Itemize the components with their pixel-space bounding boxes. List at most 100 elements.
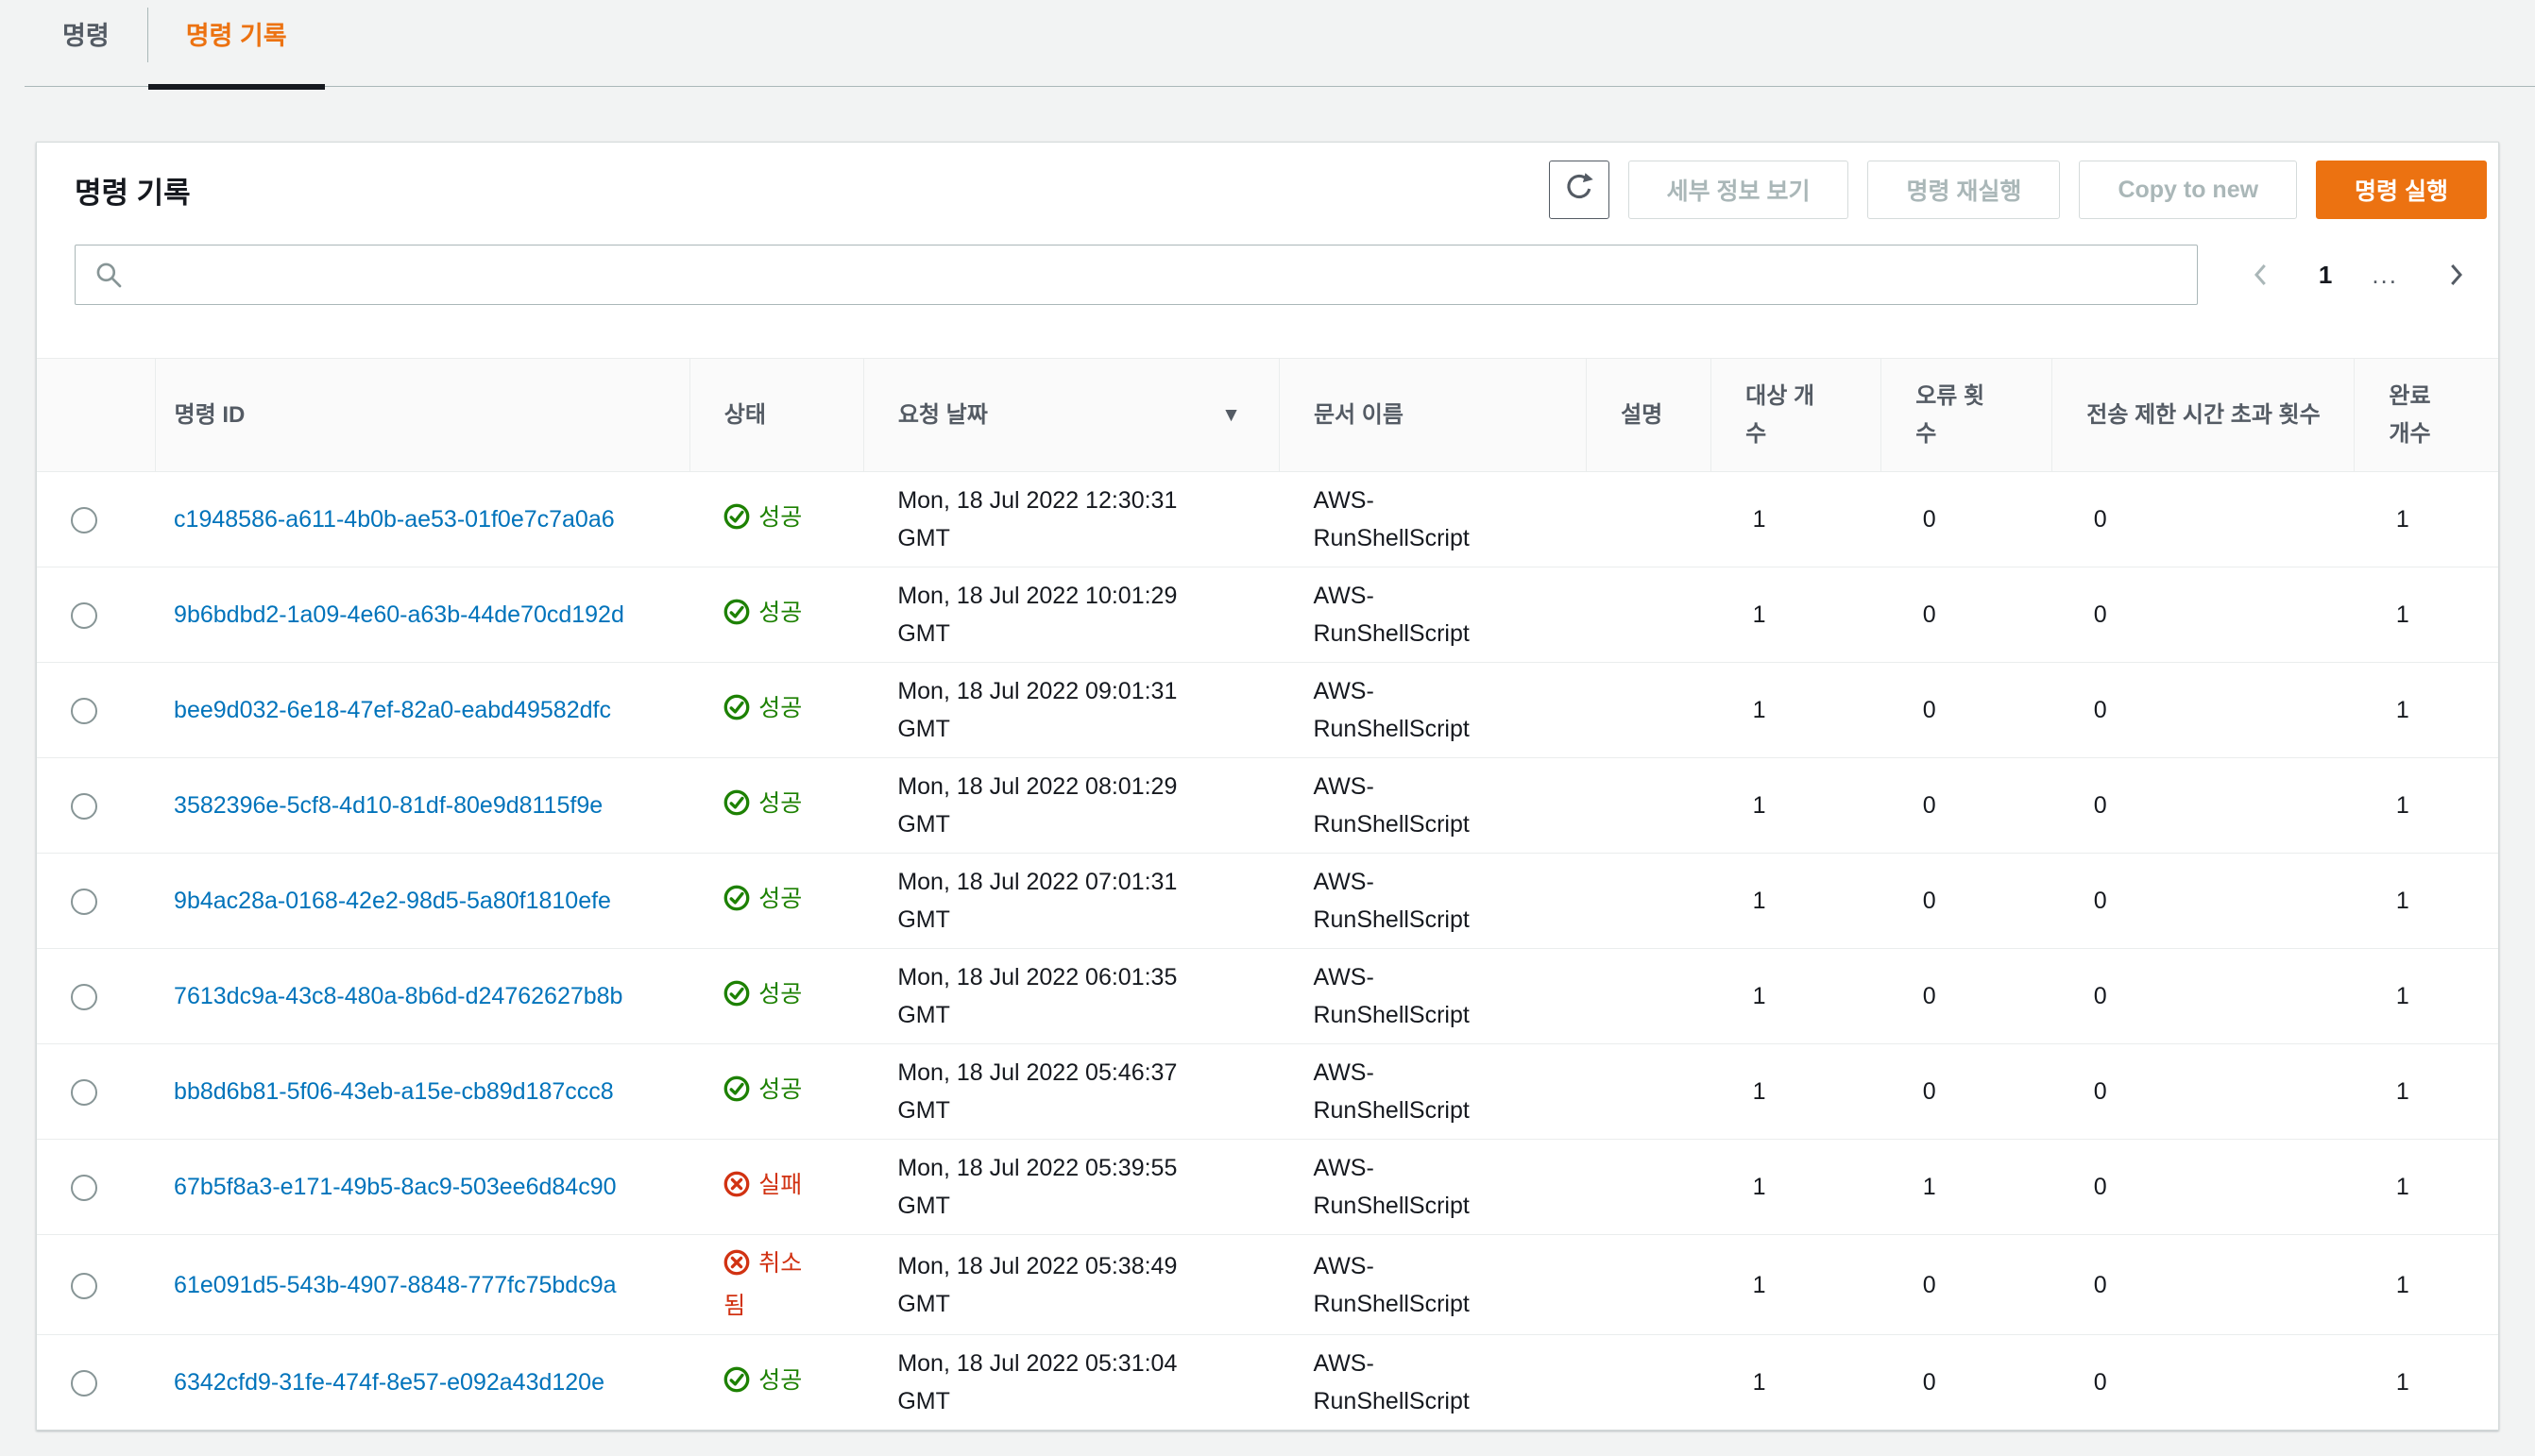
column-header-id[interactable]: 명령 ID	[155, 359, 689, 472]
document-name: AWS-RunShellScript	[1279, 1335, 1586, 1431]
check-circle-icon	[723, 503, 750, 541]
row-radio[interactable]	[71, 1175, 97, 1201]
table-row: 9b6bdbd2-1a09-4e60-a63b-44de70cd192d성공Mo…	[37, 567, 2498, 663]
search-box	[75, 245, 2198, 305]
description	[1587, 1140, 1711, 1235]
column-header-timeouts[interactable]: 전송 제한 시간 초과 횟수	[2052, 359, 2355, 472]
timeout-count: 0	[2052, 1140, 2355, 1235]
column-header-date[interactable]: ▼요청 날짜	[863, 359, 1279, 472]
command-id-link[interactable]: 9b6bdbd2-1a09-4e60-a63b-44de70cd192d	[174, 601, 624, 628]
targets-count: 1	[1711, 1335, 1881, 1431]
table-row: c1948586-a611-4b0b-ae53-01f0e7c7a0a6성공Mo…	[37, 472, 2498, 567]
targets-count: 1	[1711, 663, 1881, 758]
refresh-button[interactable]	[1549, 161, 1609, 219]
tab-commands[interactable]: 명령	[25, 0, 147, 87]
status-label: 성공	[758, 981, 802, 1007]
request-date: Mon, 18 Jul 2022 05:38:49 GMT	[863, 1235, 1279, 1335]
page-title: 명령 기록	[75, 169, 191, 212]
sort-desc-icon[interactable]: ▼	[1221, 397, 1241, 434]
targets-count: 1	[1711, 949, 1881, 1044]
next-page-button[interactable]	[2438, 257, 2474, 293]
row-radio[interactable]	[71, 1273, 97, 1299]
completed-count: 1	[2355, 663, 2498, 758]
completed-count: 1	[2355, 758, 2498, 854]
row-radio[interactable]	[71, 1370, 97, 1397]
column-header-doc[interactable]: 문서 이름	[1279, 359, 1586, 472]
column-header-label: 오류 횟수	[1915, 383, 1984, 447]
request-date: Mon, 18 Jul 2022 05:31:04 GMT	[863, 1335, 1279, 1431]
targets-count: 1	[1711, 1044, 1881, 1140]
column-header-label: 완료 개수	[2389, 383, 2430, 447]
column-header-targets[interactable]: 대상 개수	[1711, 359, 1881, 472]
run-command-button[interactable]: 명령 실행	[2316, 161, 2487, 219]
command-id-link[interactable]: 6342cfd9-31fe-474f-8e57-e092a43d120e	[174, 1369, 604, 1396]
tab-command-history[interactable]: 명령 기록	[148, 0, 325, 87]
column-header-errors[interactable]: 오류 횟수	[1881, 359, 2052, 472]
row-radio[interactable]	[71, 889, 97, 915]
command-history-panel: 명령 기록 세부 정보 보기 명령 재실행 Copy to new 명령 실행	[36, 142, 2499, 1431]
targets-count: 1	[1711, 567, 1881, 663]
table-row: 6342cfd9-31fe-474f-8e57-e092a43d120e 성공 Mo…	[37, 1335, 2498, 1431]
prev-page-button[interactable]	[2243, 257, 2279, 293]
column-header-status[interactable]: 상태	[689, 359, 863, 472]
request-date: Mon, 18 Jul 2022 06:01:35 GMT	[863, 949, 1279, 1044]
current-page[interactable]: 1	[2319, 261, 2332, 290]
command-id-link[interactable]: 7613dc9a-43c8-480a-8b6d-d24762627b8b	[174, 983, 622, 1009]
row-radio[interactable]	[71, 793, 97, 820]
command-id-link[interactable]: 61e091d5-543b-4907-8848-777fc75bdc9a	[174, 1272, 616, 1298]
table-row: 61e091d5-543b-4907-8848-777fc75bdc9a 취소됨M…	[37, 1235, 2498, 1335]
column-header-completed[interactable]: 완료 개수	[2355, 359, 2498, 472]
error-count: 0	[1881, 567, 2052, 663]
command-id-link[interactable]: 9b4ac28a-0168-42e2-98d5-5a80f1810efe	[174, 888, 611, 914]
document-name: AWS-RunShellScript	[1279, 567, 1586, 663]
error-count: 0	[1881, 1044, 2052, 1140]
command-id-link[interactable]: 67b5f8a3-e171-49b5-8ac9-503ee6d84c90	[174, 1174, 616, 1200]
row-radio[interactable]	[71, 602, 97, 629]
table-row: bb8d6b81-5f06-43eb-a15e-cb89d187ccc8성공Mo…	[37, 1044, 2498, 1140]
column-header-label: 문서 이름	[1314, 402, 1404, 428]
row-radio[interactable]	[71, 507, 97, 533]
document-name: AWS-RunShellScript	[1279, 1235, 1586, 1335]
error-count: 0	[1881, 758, 2052, 854]
error-count: 0	[1881, 472, 2052, 567]
document-name: AWS-RunShellScript	[1279, 949, 1586, 1044]
error-count: 1	[1881, 1140, 2052, 1235]
status-badge: 성공	[689, 854, 863, 949]
search-input[interactable]	[75, 245, 2198, 305]
view-details-button[interactable]: 세부 정보 보기	[1628, 161, 1849, 219]
command-id-link[interactable]: bee9d032-6e18-47ef-82a0-eabd49582dfc	[174, 697, 611, 723]
check-circle-icon	[723, 885, 750, 923]
status-label: 성공	[758, 1367, 802, 1394]
copy-to-new-button[interactable]: Copy to new	[2079, 161, 2297, 219]
rerun-command-button[interactable]: 명령 재실행	[1867, 161, 2060, 219]
check-circle-icon	[723, 980, 750, 1018]
status-badge: 취소됨	[689, 1235, 863, 1335]
description	[1587, 1044, 1711, 1140]
request-date: Mon, 18 Jul 2022 08:01:29 GMT	[863, 758, 1279, 854]
row-radio[interactable]	[71, 1079, 97, 1106]
column-header-label: 설명	[1621, 402, 1662, 428]
description	[1587, 1235, 1711, 1335]
document-name: AWS-RunShellScript	[1279, 854, 1586, 949]
table-row: bee9d032-6e18-47ef-82a0-eabd49582dfc성공Mo…	[37, 663, 2498, 758]
x-circle-icon	[723, 1249, 750, 1287]
row-radio[interactable]	[71, 984, 97, 1010]
description	[1587, 758, 1711, 854]
column-header-label: 대상 개수	[1745, 383, 1814, 447]
status-label: 성공	[758, 600, 802, 626]
command-id-link[interactable]: 3582396e-5cf8-4d10-81df-80e9d8115f9e	[174, 792, 603, 819]
status-label: 성공	[758, 1076, 802, 1103]
completed-count: 1	[2355, 949, 2498, 1044]
command-id-link[interactable]: bb8d6b81-5f06-43eb-a15e-cb89d187ccc8	[174, 1078, 614, 1105]
command-id-link[interactable]: c1948586-a611-4b0b-ae53-01f0e7c7a0a6	[174, 506, 615, 533]
document-name: AWS-RunShellScript	[1279, 1140, 1586, 1235]
document-name: AWS-RunShellScript	[1279, 758, 1586, 854]
column-header-desc[interactable]: 설명	[1587, 359, 1711, 472]
status-badge: 실패	[689, 1140, 863, 1235]
row-radio[interactable]	[71, 698, 97, 724]
error-count: 0	[1881, 663, 2052, 758]
timeout-count: 0	[2052, 949, 2355, 1044]
timeout-count: 0	[2052, 663, 2355, 758]
completed-count: 1	[2355, 472, 2498, 567]
timeout-count: 0	[2052, 567, 2355, 663]
